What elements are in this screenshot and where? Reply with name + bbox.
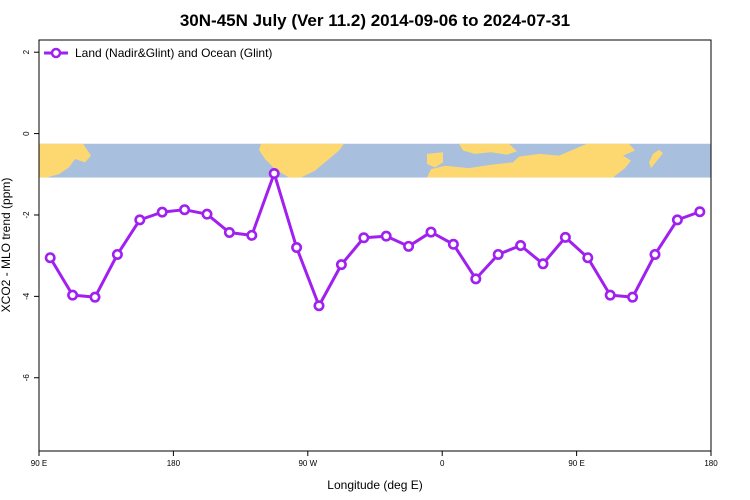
legend-marker: [50, 47, 62, 59]
data-point: [67, 289, 79, 301]
data-point: [515, 240, 527, 252]
x-tick-label: 90 E: [568, 459, 584, 468]
data-point: [44, 252, 56, 264]
series-line: [48, 171, 701, 308]
land-shape: [39, 143, 91, 178]
land-shape: [599, 143, 635, 178]
land-shape: [459, 143, 517, 155]
y-tick-label: -6: [22, 374, 31, 382]
data-point: [403, 240, 415, 252]
legend: Land (Nadir&Glint) and Ocean (Glint): [44, 46, 272, 60]
data-point: [604, 289, 616, 301]
data-point: [649, 248, 661, 260]
x-axis: 90 E 180 90 W 0 90 E 180: [31, 451, 718, 468]
data-point: [335, 259, 347, 271]
y-axis-label: XCO2 - MLO trend (ppm): [0, 178, 13, 313]
data-point: [291, 242, 303, 254]
data-point: [201, 208, 213, 220]
legend-entry: Land (Nadir&Glint) and Ocean (Glint): [75, 46, 272, 60]
data-point: [537, 258, 549, 270]
data-point: [447, 238, 459, 250]
data-point: [223, 226, 235, 238]
data-point: [627, 291, 639, 303]
x-tick-label: 90 W: [298, 459, 317, 468]
data-point: [358, 232, 370, 244]
series-points: [44, 167, 706, 312]
data-point: [134, 214, 146, 226]
x-tick-label: 0: [440, 459, 445, 468]
y-tick-label: 2: [22, 49, 31, 54]
land-shape: [649, 149, 663, 169]
data-point: [492, 248, 504, 260]
data-point: [582, 252, 594, 264]
plot-area: 90 E 180 90 W 0 90 E 180 2 0 -2 -4 -6: [22, 39, 718, 468]
x-tick-label: 180: [167, 459, 181, 468]
data-point: [694, 206, 706, 218]
data-point: [111, 248, 123, 260]
data-point: [246, 229, 258, 241]
data-point: [179, 204, 191, 216]
data-point: [559, 231, 571, 243]
y-axis: 2 0 -2 -4 -6: [22, 49, 39, 381]
data-point: [89, 291, 101, 303]
land-shape: [427, 143, 599, 178]
data-point: [380, 230, 392, 242]
y-tick-label: -4: [22, 292, 31, 300]
data-point: [671, 214, 683, 226]
x-tick-label: 180: [704, 459, 718, 468]
data-point: [268, 167, 280, 179]
data-point: [156, 206, 168, 218]
map-band: [39, 143, 711, 178]
plot-frame: [38, 39, 712, 452]
chart-title: 30N-45N July (Ver 11.2) 2014-09-06 to 20…: [180, 11, 570, 30]
map-land: [39, 143, 663, 178]
data-point: [425, 226, 437, 238]
data-point: [313, 300, 325, 312]
data-point: [470, 273, 482, 285]
land-shape: [259, 143, 344, 178]
x-axis-label: Longitude (deg E): [327, 478, 422, 492]
x-tick-label: 90 E: [31, 459, 47, 468]
land-shape: [427, 152, 443, 168]
y-tick-label: 0: [22, 131, 31, 136]
y-tick-label: -2: [22, 211, 31, 219]
